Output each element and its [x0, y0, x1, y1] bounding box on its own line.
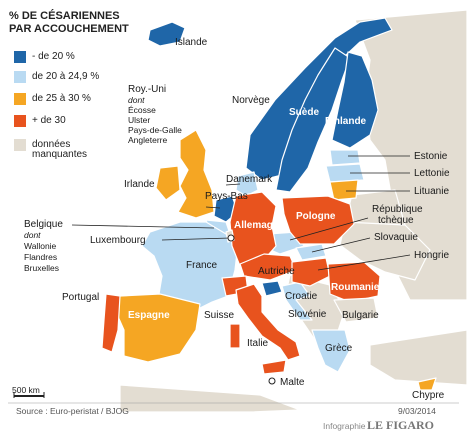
portugal-shape [101, 293, 121, 353]
legend-swatch [14, 93, 26, 105]
sweden-shape [275, 47, 351, 193]
legend-swatch [14, 139, 26, 151]
label-finlande: Finlande [325, 116, 367, 127]
legend-swatch [14, 115, 26, 127]
label-slovenie: Slovénie [288, 309, 327, 320]
legend-label-2: manquantes [32, 149, 88, 160]
africa-region [119, 384, 301, 413]
leader-hongrie [317, 254, 411, 271]
label-roy-uni-dont: dont [128, 95, 145, 105]
date-text: 9/03/2014 [398, 406, 436, 416]
label-lettonie: Lettonie [414, 168, 450, 179]
leader-luxembourg [161, 237, 231, 241]
legend-label: de 20 à 24,9 % [32, 71, 100, 82]
label-luxembourg: Luxembourg [90, 235, 146, 246]
leader-danemark [225, 183, 241, 186]
malta-marker [268, 377, 276, 385]
legend-label: + de 30 [32, 115, 66, 126]
leader-slovaquie [311, 237, 371, 253]
label-flandres: Flandres [24, 252, 58, 262]
legend-swatch [14, 51, 26, 63]
label-grece: Grèce [325, 343, 353, 354]
label-hongrie: Hongrie [414, 250, 450, 261]
label-lituanie: Lituanie [414, 186, 450, 197]
label-norvege: Norvège [232, 95, 270, 106]
uk-shape [177, 129, 215, 219]
label-wallonie: Wallonie [24, 241, 57, 251]
label-suede: Suède [289, 107, 320, 118]
label-croatie: Croatie [285, 291, 318, 302]
latvia-shape [325, 163, 365, 183]
label-rep-tcheque-1: République [372, 204, 423, 215]
slovakia-shape [295, 243, 327, 261]
leader-belgique [71, 224, 215, 229]
label-islande: Islande [175, 37, 208, 48]
sicily-shape [261, 359, 287, 375]
map-title: % DE CÉSARIENNES PAR ACCOUCHEMENT [9, 10, 129, 36]
label-belgique-dont: dont [24, 230, 41, 240]
label-roy-uni: Roy.-Uni [128, 84, 167, 95]
ireland-shape [155, 165, 181, 201]
label-estonie: Estonie [414, 151, 448, 162]
label-irlande: Irlande [124, 179, 155, 190]
leader-pays-bas [205, 206, 221, 209]
label-slovaquie: Slovaquie [374, 232, 418, 243]
label-bruxelles: Bruxelles [24, 263, 59, 273]
greece-shape [311, 329, 351, 373]
spain-shape [115, 293, 201, 363]
label-rep-tcheque-2: tchèque [378, 215, 414, 226]
italy-shape [235, 283, 301, 361]
france-shape [141, 221, 239, 311]
label-bulgarie: Bulgarie [342, 310, 379, 321]
map-title-line2: PAR ACCOUCHEMENT [9, 23, 129, 35]
label-pologne: Pologne [296, 211, 336, 222]
legend-swatch [14, 71, 26, 83]
poland-shape [281, 195, 355, 245]
luxembourg-marker [227, 234, 235, 242]
legend-label: - de 20 % [32, 51, 75, 62]
turkey-region [369, 329, 467, 386]
figaro-logo: LE FIGARO [367, 418, 435, 432]
label-france: France [186, 260, 218, 271]
label-angleterre: Angleterre [128, 135, 168, 145]
bulgaria-shape [333, 297, 379, 323]
legend-label: de 25 à 30 % [32, 93, 91, 104]
sardinia-shape [229, 323, 241, 349]
scale-bar [13, 392, 45, 398]
label-allemagne: Allemagne [234, 220, 285, 231]
label-roumanie: Roumanie [331, 282, 380, 293]
finland-shape [331, 51, 379, 149]
label-malte: Malte [280, 377, 305, 388]
cyprus-shape [417, 377, 437, 391]
source-text: Source : Euro-peristat / BJOG [16, 406, 129, 416]
label-portugal: Portugal [62, 292, 100, 303]
credit-prefix: Infographie [323, 421, 366, 431]
label-pays-de-galle: Pays-de-Galle [128, 125, 182, 135]
label-espagne: Espagne [128, 310, 170, 321]
slovenia-shape [261, 280, 283, 297]
estonia-shape [329, 149, 361, 166]
leader-tcheque [289, 217, 369, 241]
hungary-shape [291, 257, 331, 287]
ukraine-region [339, 221, 431, 281]
label-autriche: Autriche [258, 266, 295, 277]
romania-shape [327, 261, 381, 303]
label-ulster: Ulster [128, 115, 151, 125]
label-belgique: Belgique [24, 219, 63, 230]
lithuania-shape [329, 179, 359, 201]
label-chypre: Chypre [412, 390, 445, 401]
label-ecosse: Écosse [128, 105, 156, 115]
scale-label: 500 km [12, 385, 40, 395]
label-danemark: Danemark [226, 174, 273, 185]
label-suisse: Suisse [204, 310, 235, 321]
label-italie: Italie [247, 338, 269, 349]
iceland-shape [147, 21, 186, 47]
label-pays-bas: Pays-Bas [205, 191, 248, 202]
legend-label: données [32, 139, 71, 150]
map-title-line1: % DE CÉSARIENNES [9, 10, 120, 22]
